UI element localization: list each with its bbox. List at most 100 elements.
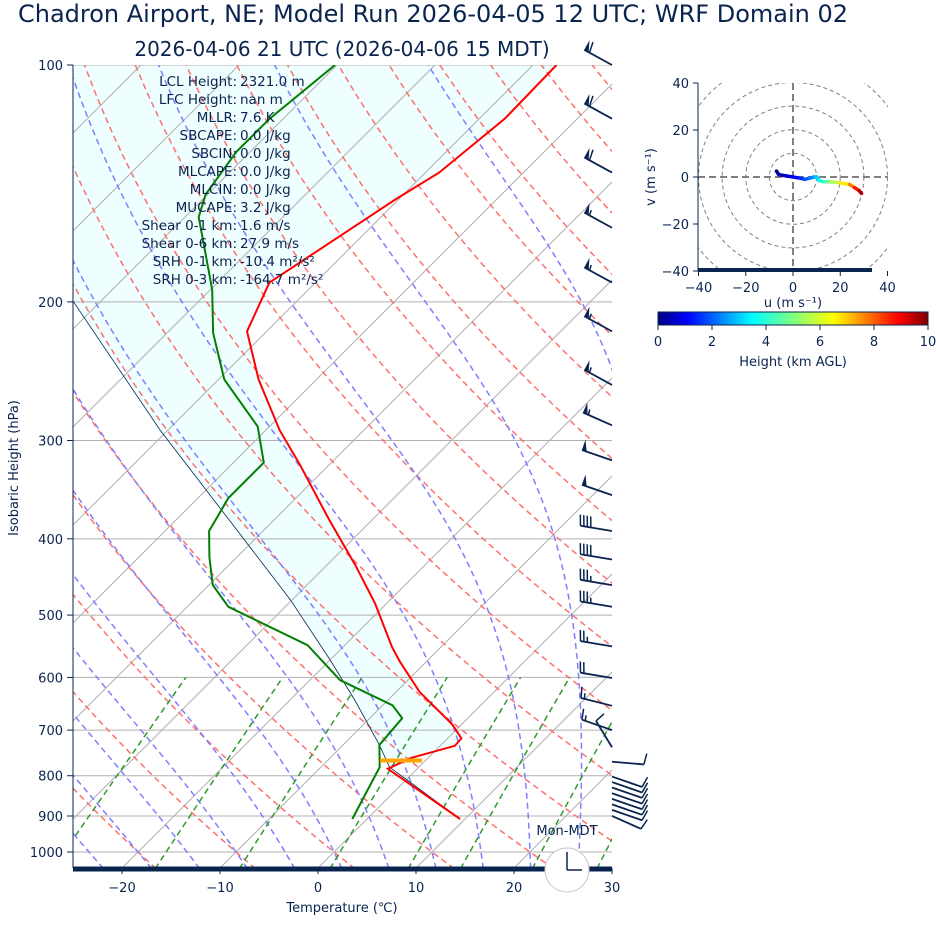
wind-barb bbox=[611, 798, 649, 811]
wind-barb-full bbox=[581, 708, 585, 720]
hodograph-x-tick-label: −40 bbox=[685, 281, 712, 296]
wind-barb-half bbox=[588, 264, 592, 271]
y-tick-label: 500 bbox=[38, 609, 63, 624]
colorbar-tick-label: 10 bbox=[920, 335, 936, 350]
wind-barb bbox=[580, 686, 613, 707]
colorbar-tick-label: 0 bbox=[654, 335, 662, 350]
stat-value: 1.6 m/s bbox=[240, 218, 291, 234]
wind-barb-staff bbox=[583, 102, 613, 120]
mixing-ratio-line bbox=[329, 677, 448, 868]
isotherm-line bbox=[73, 65, 338, 330]
wind-barb bbox=[583, 93, 613, 120]
wind-barb-staff bbox=[611, 798, 643, 811]
isotherm-line bbox=[73, 65, 240, 232]
wind-barb bbox=[611, 792, 649, 805]
skew-t-plot: −20 −10 0 10 20 30100200300400500600700800900… bbox=[7, 40, 936, 916]
wind-barb bbox=[583, 203, 613, 229]
wind-barb-staff bbox=[581, 718, 613, 731]
stat-value: -164.7 m²/s² bbox=[240, 272, 323, 288]
wind-barb-flag bbox=[584, 360, 590, 373]
stat-value: 0.0 J/kg bbox=[240, 146, 291, 162]
moist-adiabat-line bbox=[73, 712, 201, 868]
y-tick-label: 300 bbox=[38, 434, 63, 449]
isotherm-line bbox=[73, 65, 534, 526]
wind-barb bbox=[611, 815, 648, 830]
mixing-ratio-line bbox=[644, 677, 741, 868]
isotherm-line bbox=[513, 769, 612, 868]
isotherm-line bbox=[219, 475, 612, 868]
wind-barb-full bbox=[588, 41, 594, 53]
y-tick-label: 600 bbox=[38, 671, 63, 686]
wind-barb bbox=[579, 514, 613, 532]
wind-barb-staff bbox=[611, 809, 643, 822]
wind-barb bbox=[579, 661, 613, 679]
colorbar-tick-label: 6 bbox=[816, 335, 824, 350]
stat-value: 3.2 J/kg bbox=[240, 200, 291, 216]
colorbar-tick-label: 4 bbox=[762, 335, 770, 350]
stat-value: -10.4 m²/s² bbox=[240, 254, 315, 270]
wind-barb bbox=[611, 781, 649, 794]
wind-barb bbox=[583, 40, 613, 66]
parcel-path-line bbox=[73, 300, 461, 820]
y-axis-label: Isobaric Height (hPa) bbox=[7, 400, 22, 536]
dry-adiabat-line bbox=[795, 65, 936, 869]
dry-adiabat-line bbox=[83, 65, 612, 712]
dry-adiabat-line bbox=[286, 65, 612, 460]
mixing-ratio-line bbox=[596, 837, 612, 868]
colorbar-tick-label: 2 bbox=[708, 335, 716, 350]
y-tick-label: 100 bbox=[38, 59, 63, 74]
moist-adiabat-line bbox=[73, 646, 248, 868]
cin-shading bbox=[73, 65, 557, 769]
wind-barb-full bbox=[641, 793, 649, 804]
hodograph-trace-segment bbox=[857, 188, 864, 196]
x-tick-label: 10 bbox=[408, 881, 425, 896]
hodograph-grid bbox=[698, 83, 888, 271]
hodograph: −40 −20 0 20 40 40 20 0 −20 −40 u (m s⁻¹) v (m s⁻¹) bbox=[644, 77, 896, 311]
wind-barb bbox=[611, 775, 649, 788]
dry-adiabat-line bbox=[236, 65, 612, 522]
wind-barb-staff bbox=[611, 792, 643, 805]
hodograph-x-tick-label: −20 bbox=[732, 281, 759, 296]
wind-barb-staff bbox=[580, 600, 613, 608]
wind-barb bbox=[581, 474, 613, 496]
colorbar-gradient bbox=[657, 311, 929, 326]
x-tick-label: 0 bbox=[314, 881, 322, 896]
isotherm-line bbox=[73, 83, 612, 624]
wind-barb-staff bbox=[611, 786, 643, 799]
stat-value: 0.0 J/kg bbox=[240, 128, 291, 144]
stat-value: 27.9 m/s bbox=[240, 236, 299, 252]
hodograph-y-tick-label: 0 bbox=[681, 171, 689, 186]
wind-barb bbox=[595, 713, 613, 748]
wind-barb-full bbox=[643, 753, 648, 765]
hodograph-y-tick-label: 40 bbox=[672, 77, 689, 92]
stat-value: 0.0 J/kg bbox=[240, 164, 291, 180]
wind-barb-full bbox=[595, 713, 605, 722]
figure-title: Chadron Airport, NE; Model Run 2026-04-0… bbox=[18, 0, 848, 28]
isotherm-line bbox=[121, 377, 612, 868]
wind-barb-staff bbox=[611, 803, 643, 816]
clock: Mon-MDT bbox=[536, 824, 598, 893]
wind-barb bbox=[581, 708, 613, 731]
wind-barb-full bbox=[588, 95, 594, 107]
wind-barb-full bbox=[640, 819, 648, 830]
mixing-ratio-line bbox=[459, 677, 571, 868]
wind-barb-flag bbox=[582, 402, 588, 415]
wind-barb bbox=[579, 590, 613, 608]
wind-barb-staff bbox=[583, 49, 613, 66]
wind-barb-full bbox=[641, 799, 649, 810]
isotherm-line bbox=[73, 279, 612, 820]
profiles bbox=[73, 65, 558, 820]
hodograph-x-label: u (m s⁻¹) bbox=[764, 296, 822, 311]
wind-barb-half bbox=[588, 367, 592, 373]
wind-barb-flag bbox=[584, 306, 590, 319]
wind-barb-full bbox=[588, 149, 594, 161]
moist-adiabat-line bbox=[427, 65, 612, 372]
y-tick-label: 700 bbox=[38, 724, 63, 739]
wind-barb-staff bbox=[595, 720, 613, 748]
wind-barb-half bbox=[588, 313, 592, 320]
wind-barb bbox=[583, 360, 613, 386]
wind-barb-flag bbox=[584, 40, 590, 53]
wind-barb-staff bbox=[580, 671, 613, 679]
wind-barb-staff bbox=[580, 697, 613, 707]
